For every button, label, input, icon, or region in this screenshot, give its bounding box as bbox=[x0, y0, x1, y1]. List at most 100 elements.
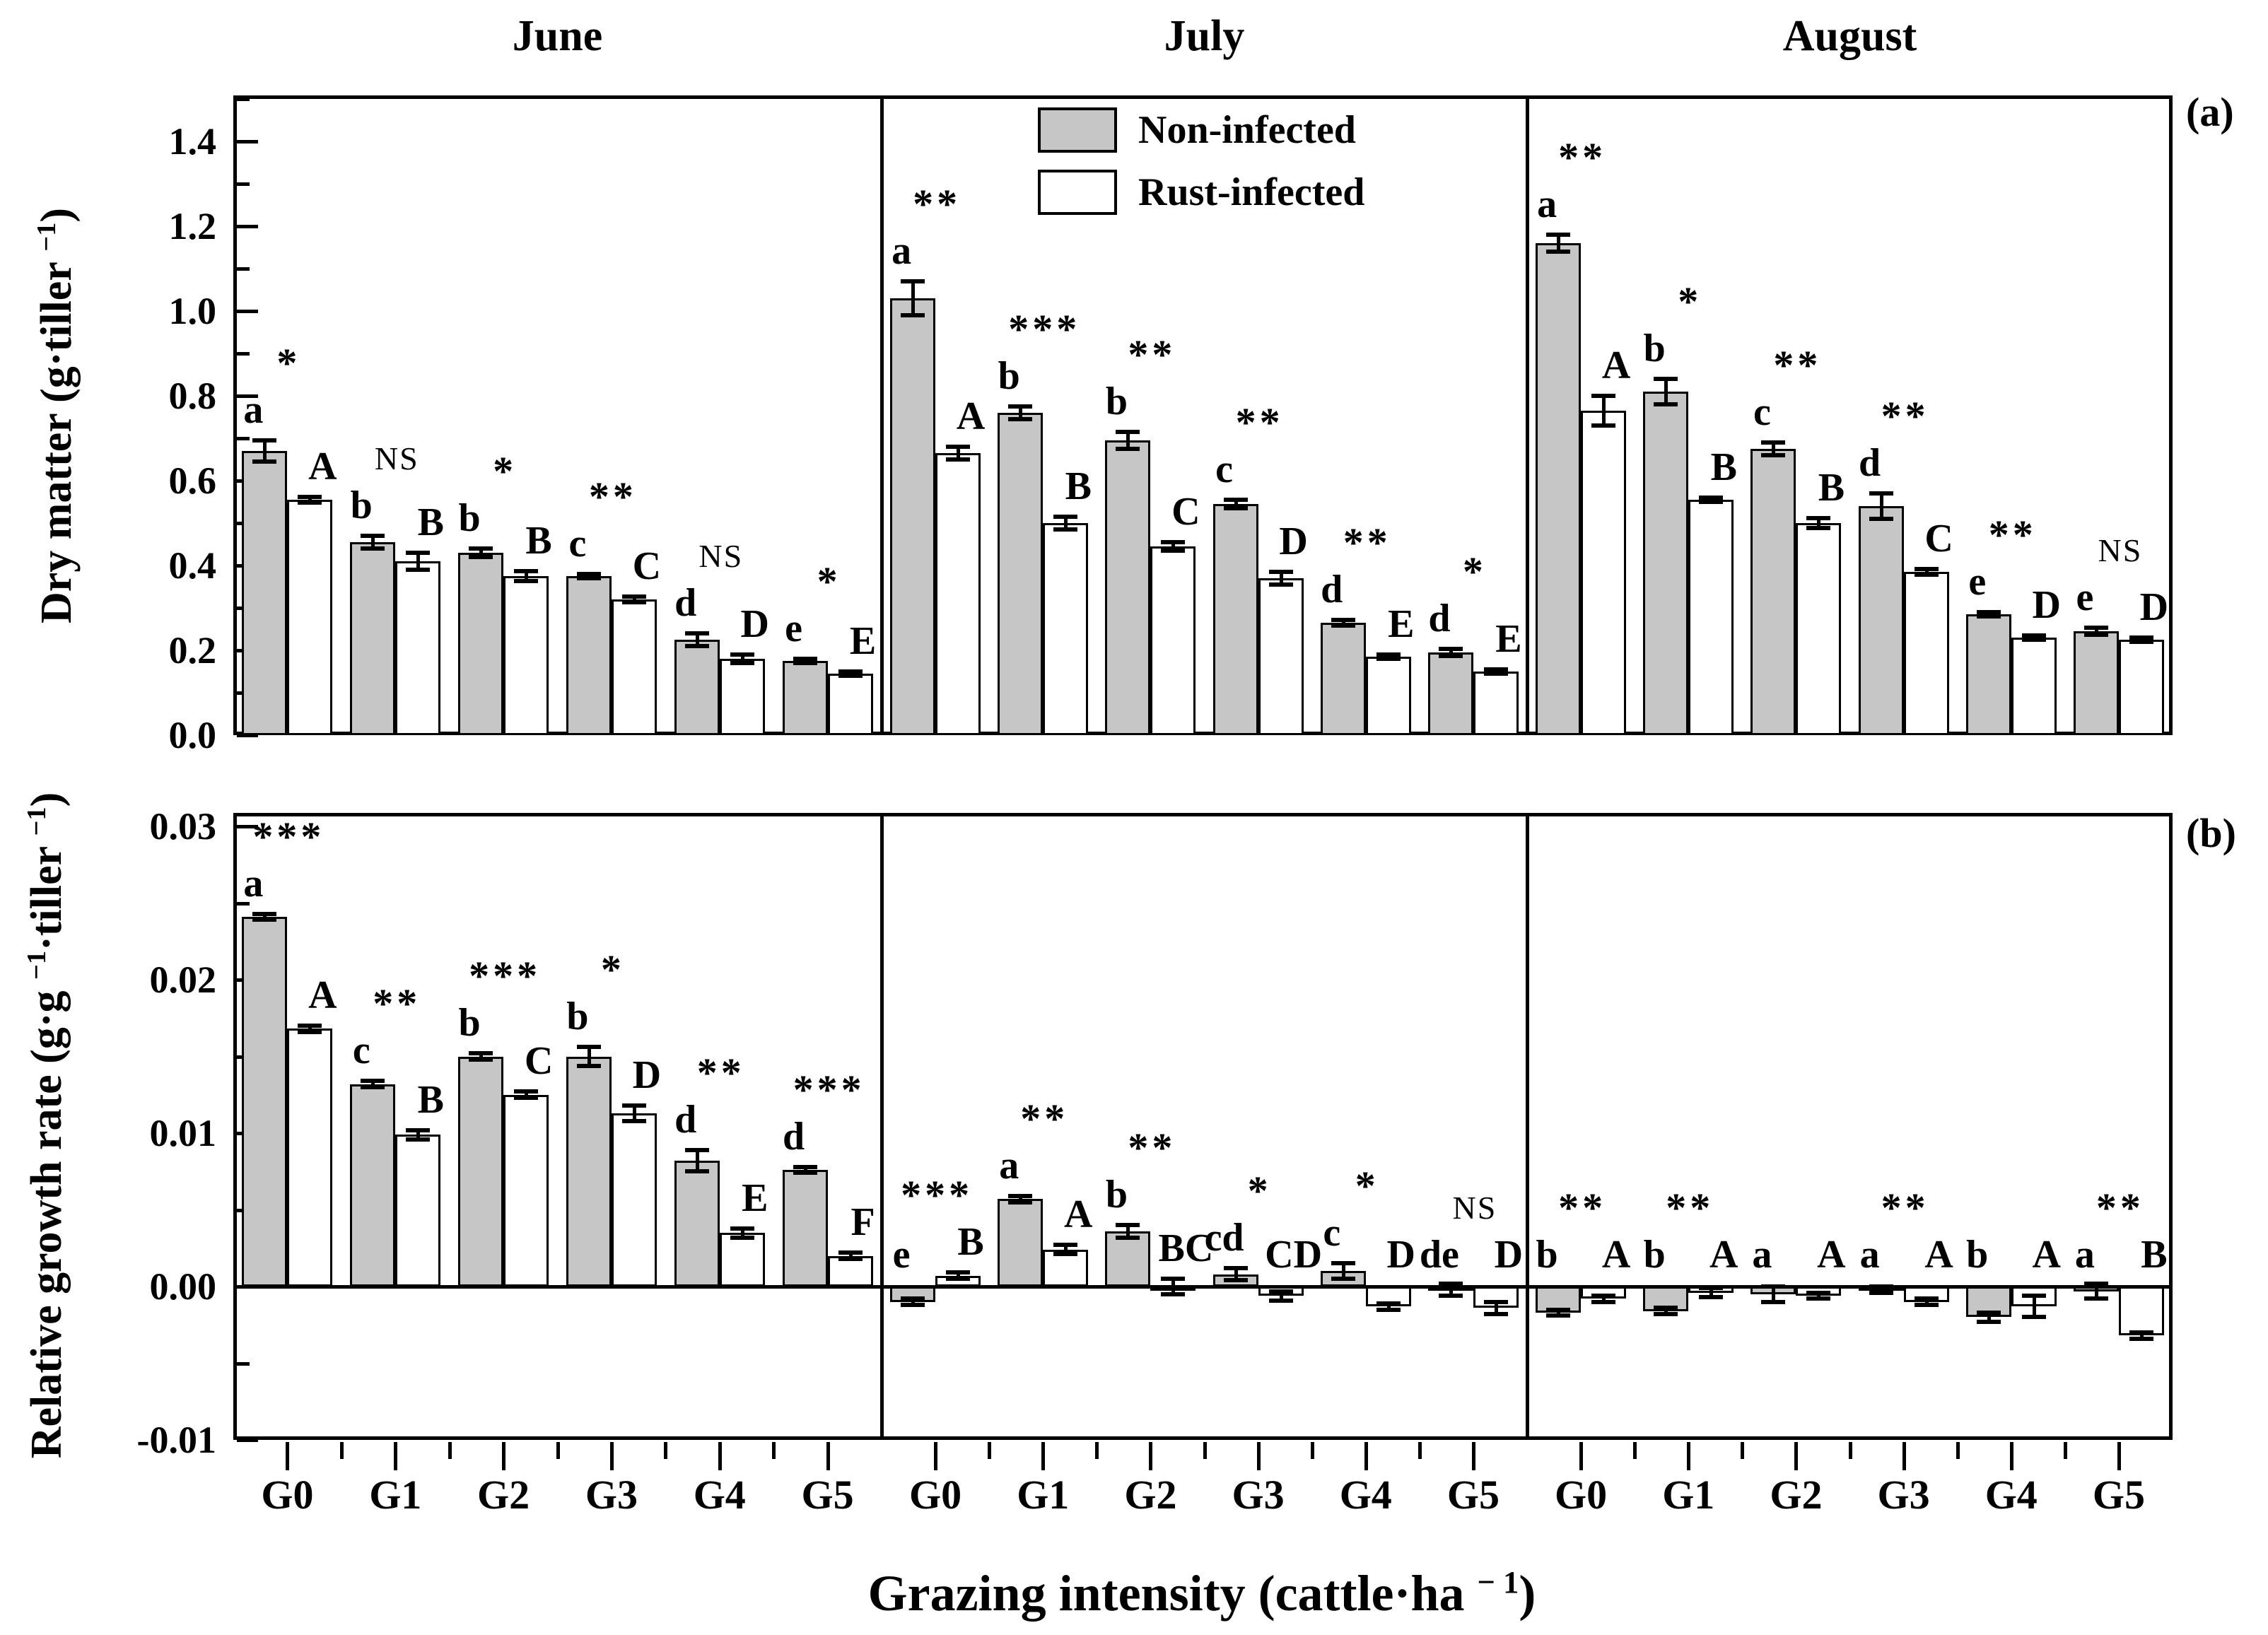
error-bar-cap bbox=[901, 313, 925, 317]
error-bar-cap bbox=[1546, 1307, 1571, 1312]
error-bar bbox=[1341, 1263, 1345, 1279]
letter-non-infected: e bbox=[2076, 575, 2094, 620]
panel-a-y-axis-title-sup: −1 bbox=[32, 222, 62, 252]
error-bar-cap bbox=[576, 1045, 601, 1050]
bar-rust-infected bbox=[611, 1113, 657, 1287]
error-bar bbox=[1279, 572, 1283, 585]
error-bar-cap bbox=[1438, 653, 1463, 658]
letter-rust-infected: B bbox=[525, 518, 552, 563]
y-tick-label: 0.6 bbox=[168, 459, 217, 502]
category-label-august-g5: G5 bbox=[2092, 1472, 2145, 1518]
error-bar bbox=[1709, 1288, 1714, 1298]
letter-non-infected: c bbox=[1323, 1211, 1341, 1255]
letter-rust-infected: C bbox=[1171, 490, 1200, 534]
error-bar-cap bbox=[946, 1270, 971, 1275]
error-bar-cap bbox=[469, 1051, 493, 1056]
category-label-july-g4: G4 bbox=[1339, 1472, 1392, 1518]
error-bar-cap bbox=[1116, 447, 1140, 451]
error-bar-cap bbox=[1976, 1319, 2001, 1324]
error-bar-cap bbox=[2021, 1294, 2046, 1299]
significance-label: ** bbox=[1128, 1125, 1176, 1171]
category-label-june-g2: G2 bbox=[477, 1472, 530, 1518]
panel-a-y-axis-title: Dry matter (g·tiller −1) bbox=[31, 208, 82, 623]
bar-non-infected bbox=[242, 451, 288, 735]
y-tick-label: 0.4 bbox=[168, 544, 217, 587]
panel-b-y-axis-title-sup1: −1 bbox=[22, 950, 52, 980]
category-label-august-g4: G4 bbox=[1984, 1472, 2038, 1518]
bar-rust-infected bbox=[287, 500, 333, 735]
bar-non-infected bbox=[458, 553, 504, 735]
x-axis-title-sup: − 1 bbox=[1477, 1564, 1519, 1600]
y-tick-label: 0.8 bbox=[168, 375, 217, 417]
error-bar-cap bbox=[1223, 1278, 1248, 1283]
bar-non-infected bbox=[242, 917, 288, 1287]
error-bar-cap bbox=[1699, 500, 1724, 504]
letter-non-infected: a bbox=[999, 1143, 1019, 1188]
x-axis-title: Grazing intensity (cattle·ha − 1) bbox=[868, 1564, 1536, 1623]
bar-rust-infected bbox=[935, 453, 981, 735]
significance-label: ** bbox=[1128, 332, 1176, 377]
error-bar-cap bbox=[684, 1147, 709, 1152]
bar-rust-infected bbox=[503, 576, 549, 735]
panel-a-y-axis-title-text: Dry matter (g·tiller bbox=[32, 251, 81, 623]
significance-label: *** bbox=[793, 1066, 865, 1113]
letter-rust-infected: C bbox=[632, 544, 662, 589]
significance-label: *** bbox=[901, 1172, 974, 1219]
significance-label: ** bbox=[588, 474, 637, 520]
error-bar-cap bbox=[1699, 1295, 1724, 1300]
bar-rust-infected bbox=[2118, 1287, 2164, 1336]
error-bar bbox=[911, 1299, 916, 1306]
y-major-tick bbox=[237, 734, 258, 737]
error-bar-cap bbox=[901, 279, 925, 283]
letter-rust-infected: A bbox=[1064, 1192, 1093, 1237]
error-bar-cap bbox=[2129, 1330, 2153, 1335]
bar-rust-infected bbox=[1043, 523, 1089, 735]
letter-non-infected: d bbox=[1321, 568, 1343, 612]
x-major-tick bbox=[1364, 1442, 1368, 1470]
legend-label-non-infected: Non-infected bbox=[1138, 108, 1356, 152]
error-bar-cap bbox=[1806, 526, 1831, 531]
x-minor-tick bbox=[1310, 1442, 1314, 1459]
y-major-tick bbox=[237, 394, 258, 398]
error-bar-cap bbox=[1376, 652, 1401, 657]
error-bar-cap bbox=[1116, 430, 1140, 434]
error-bar bbox=[695, 633, 699, 646]
error-bar bbox=[1386, 1303, 1391, 1310]
x-minor-tick bbox=[1848, 1442, 1852, 1459]
letter-rust-infected: D bbox=[632, 1053, 662, 1097]
error-bar-cap bbox=[1806, 1296, 1831, 1301]
letter-non-infected: e bbox=[892, 1233, 911, 1277]
x-major-tick bbox=[1041, 1442, 1046, 1470]
bar-non-infected bbox=[1965, 1287, 2011, 1318]
error-bar-cap bbox=[1761, 1284, 1786, 1289]
error-bar bbox=[1602, 1296, 1606, 1302]
x-minor-tick bbox=[1203, 1442, 1207, 1459]
bar-non-infected bbox=[674, 1161, 720, 1287]
error-bar-cap bbox=[1914, 1303, 1939, 1308]
error-bar-cap bbox=[406, 1137, 431, 1142]
letter-non-infected: a bbox=[1859, 1233, 1880, 1277]
bar-rust-infected bbox=[1796, 523, 1842, 735]
error-bar bbox=[1879, 1287, 1883, 1293]
error-bar-cap bbox=[514, 1096, 539, 1101]
y-major-tick bbox=[237, 825, 258, 828]
error-bar bbox=[740, 1228, 744, 1238]
letter-non-infected: c bbox=[1215, 447, 1233, 491]
y-tick-label: 0.03 bbox=[149, 805, 217, 848]
error-bar bbox=[1064, 517, 1068, 529]
significance-label: NS bbox=[2098, 532, 2143, 569]
bar-rust-infected bbox=[1903, 572, 1949, 735]
letter-rust-infected: D bbox=[2032, 583, 2061, 627]
error-bar-cap bbox=[1438, 647, 1463, 652]
y-tick-label: -0.01 bbox=[136, 1419, 216, 1461]
error-bar-cap bbox=[1008, 417, 1033, 421]
error-bar bbox=[1602, 396, 1606, 426]
y-tick-label: 0.00 bbox=[149, 1265, 217, 1308]
x-major-tick bbox=[2009, 1442, 2013, 1470]
error-bar-cap bbox=[2083, 1296, 2108, 1301]
error-bar-cap bbox=[1161, 540, 1186, 544]
letter-rust-infected: D bbox=[2139, 585, 2169, 629]
bar-rust-infected bbox=[1473, 672, 1519, 735]
bar-non-infected bbox=[566, 576, 612, 735]
bar-rust-infected bbox=[503, 1094, 549, 1287]
